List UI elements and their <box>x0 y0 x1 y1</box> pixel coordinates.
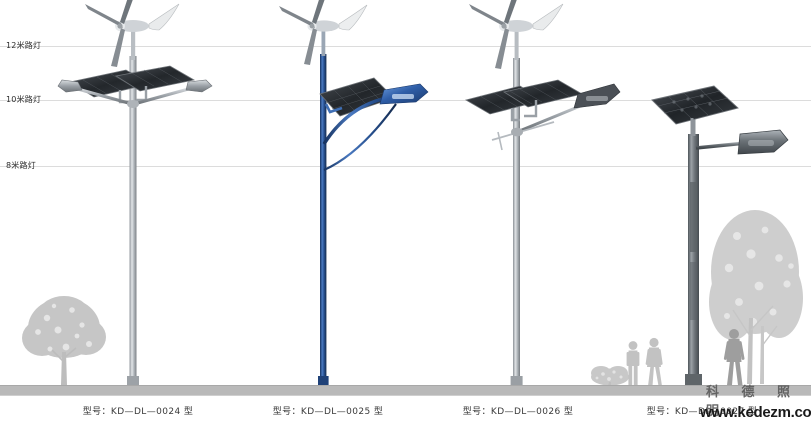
pole-illustration-0026 <box>464 0 621 390</box>
wind-turbine-0026 <box>469 0 564 69</box>
product-pole-0026[interactable] <box>462 0 622 390</box>
product-pole-0024[interactable] <box>57 0 218 390</box>
guide-line-12m <box>0 46 811 47</box>
pole-mast <box>513 58 520 390</box>
ground-strip <box>0 385 811 396</box>
guide-line-8m <box>0 166 811 167</box>
caption-0027: 型号：KD—DL—0027 型 <box>646 407 758 417</box>
bush <box>589 364 631 386</box>
lamp-arm-left-0024 <box>57 79 133 106</box>
solar-panel-0027 <box>651 85 739 134</box>
person-silhouette-icon <box>626 341 640 386</box>
lamp-head-0026 <box>573 83 621 109</box>
product-pole-0027[interactable] <box>640 85 800 390</box>
right-tree <box>703 206 807 386</box>
tall-slender-tree-icon <box>709 210 803 384</box>
watermark-url: www.kedezm.com <box>700 404 811 421</box>
pole-illustration-0025 <box>279 0 429 390</box>
caption-0024: 型号：KD—DL—0024 型 <box>82 407 194 417</box>
pole-mast <box>129 56 137 390</box>
pole-illustration-0027 <box>651 85 789 390</box>
person-silhouette-icon <box>645 337 663 386</box>
guide-label-12m: 12米路灯 <box>6 41 42 50</box>
person-walking-right <box>723 328 745 385</box>
lamp-head-0027 <box>737 129 789 155</box>
caption-0026: 型号：KD—DL—0026 型 <box>462 407 574 417</box>
broad-leaf-tree-icon <box>22 296 106 385</box>
lamp-arm-0026 <box>491 83 621 151</box>
pole-mast <box>320 54 327 390</box>
watermark-brand: 科 德 照 明 <box>706 385 800 419</box>
pole-illustration-0024 <box>57 0 213 390</box>
person-silhouette-icon <box>723 329 745 385</box>
guide-label-10m: 10米路灯 <box>6 95 42 104</box>
guide-label-8m: 8米路灯 <box>6 161 36 170</box>
product-pole-0025[interactable] <box>270 0 430 390</box>
wind-turbine-0024 <box>85 0 180 67</box>
wind-turbine-0025 <box>279 0 368 65</box>
person-standing <box>624 340 642 386</box>
left-tree <box>14 292 114 387</box>
lamp-arm-0025 <box>322 83 429 172</box>
lamp-arm-right-0024 <box>133 79 213 106</box>
small-bush-icon <box>591 366 629 386</box>
person-walking <box>643 337 665 386</box>
caption-0025: 型号：KD—DL—0025 型 <box>272 407 384 417</box>
lamp-arm-0027 <box>695 129 789 155</box>
